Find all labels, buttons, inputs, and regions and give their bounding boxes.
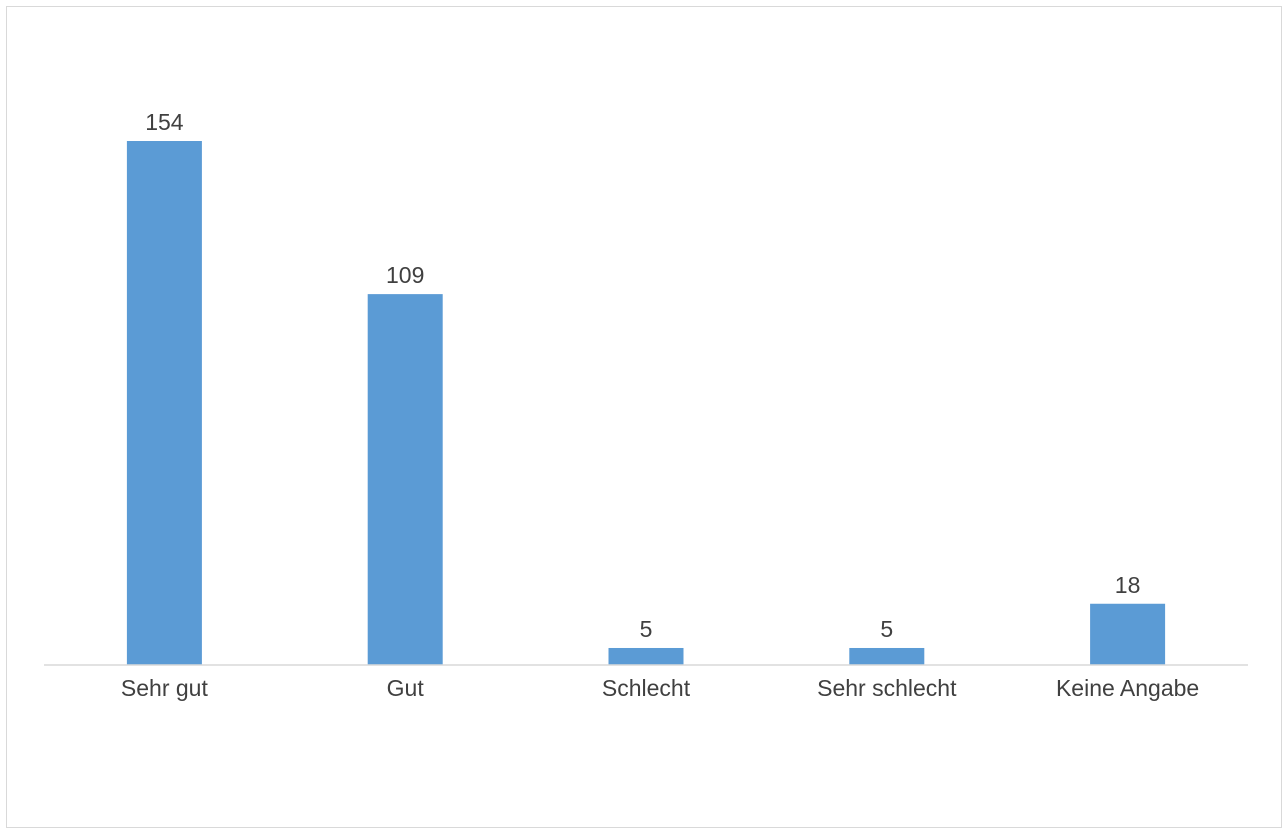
- x-tick-labels-layer: Sehr gut Gut Schlecht Sehr schlecht Keine An…: [121, 675, 1199, 701]
- data-label-sehr-schlecht: 5: [880, 616, 893, 642]
- data-label-gut: 109: [386, 262, 424, 288]
- x-tick-label-sehr-schlecht: Sehr schlecht: [817, 675, 957, 701]
- x-tick-label-schlecht: Schlecht: [602, 675, 691, 701]
- bars-layer: [126, 141, 1166, 665]
- data-label-sehr-gut: 154: [145, 109, 184, 135]
- bar-sehr-schlecht: [849, 647, 925, 665]
- x-tick-label-keine-angabe: Keine Angabe: [1056, 675, 1199, 701]
- x-tick-label-sehr-gut: Sehr gut: [121, 675, 209, 701]
- bar-sehr-gut: [126, 141, 202, 665]
- bar-gut: [367, 294, 443, 665]
- bar-schlecht: [608, 647, 684, 665]
- chart-area: [6, 6, 1282, 828]
- data-label-keine-angabe: 18: [1115, 572, 1141, 598]
- data-label-schlecht: 5: [640, 616, 653, 642]
- x-tick-label-gut: Gut: [387, 675, 425, 701]
- data-labels-layer: 154 109 5 5 18: [145, 109, 1140, 642]
- bar-keine-angabe: [1090, 603, 1166, 665]
